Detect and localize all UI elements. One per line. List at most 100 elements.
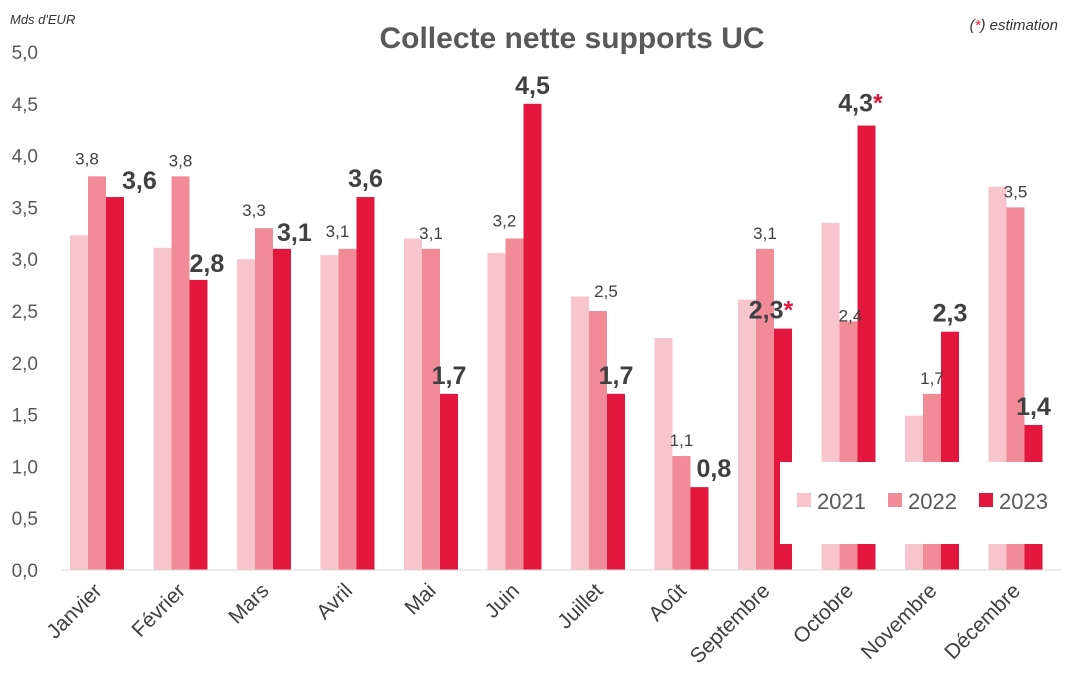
x-tick-label: Janvier — [42, 579, 106, 643]
data-label-2023-value: 1,7 — [599, 362, 634, 390]
legend-label-2023: 2023 — [999, 489, 1048, 514]
y-tick-label: 4,0 — [12, 147, 38, 168]
bar-2023-3 — [356, 197, 375, 571]
data-label-2023: 3,6 — [348, 165, 383, 193]
bar-2021-1 — [153, 247, 172, 570]
data-label-2023-value: 1,7 — [432, 362, 467, 390]
y-axis-ticks: 0,0 0,5 1,0 1,5 2,0 2,5 3,0 3,5 4,0 4,5 5,0 — [12, 43, 38, 582]
bar-2022-4 — [422, 248, 440, 570]
data-label-2023: 4,3* — [838, 90, 883, 118]
chart-title: Collecte nette supports UC — [379, 22, 764, 55]
y-tick-label: 2,0 — [12, 354, 38, 375]
y-tick-label: 1,0 — [12, 457, 38, 478]
data-label-2023: 3,6 — [122, 167, 157, 195]
bar-2023-0 — [106, 197, 124, 571]
bar-2023-2 — [273, 248, 291, 570]
bar-2023-4 — [440, 393, 458, 570]
data-label-2022: 3,8 — [169, 151, 193, 170]
bar-2023-5 — [523, 103, 542, 571]
bar-2022-2 — [255, 228, 273, 570]
legend-label-2022: 2022 — [908, 489, 957, 514]
data-label-2023: 2,8 — [190, 250, 225, 278]
note-star: * — [975, 17, 982, 34]
legend-swatch-2023 — [979, 493, 993, 507]
y-tick-label: 3,0 — [12, 250, 38, 271]
bar-2022-7 — [672, 456, 691, 570]
data-label-2023: 1,4 — [1016, 393, 1051, 421]
bar-2021-2 — [237, 259, 255, 570]
data-label-2023-value: 2,8 — [190, 250, 225, 278]
data-label-2023-value: 4,5 — [515, 72, 550, 100]
estimation-note: (*) estimation — [970, 17, 1058, 34]
data-label-2022: 2,5 — [594, 282, 618, 301]
x-tick-label: Septembre — [686, 579, 775, 668]
data-label-2022: 3,1 — [419, 224, 443, 243]
data-label-2023-value: 0,8 — [697, 455, 732, 483]
data-label-2023-value: 3,1 — [277, 219, 312, 247]
bar-2022-0 — [88, 176, 106, 570]
data-label-2022: 3,1 — [753, 224, 777, 243]
bar-2021-4 — [404, 238, 422, 571]
x-tick-label: Février — [128, 579, 190, 641]
y-tick-label: 3,5 — [12, 198, 38, 219]
y-tick-label: 0,0 — [12, 561, 38, 582]
data-labels-layer: 3,8 3,8 3,3 3,1 3,1 3,2 2,5 1,1 3,1 2,4 1,7 3,5 3,6 2… — [75, 72, 1051, 483]
bar-2023-9 — [857, 125, 876, 570]
data-label-2022: 3,3 — [242, 201, 266, 220]
data-label-2023: 3,1 — [277, 219, 312, 247]
data-label-2022: 1,1 — [670, 431, 694, 450]
bar-2021-5 — [487, 252, 506, 570]
y-tick-label: 5,0 — [12, 43, 38, 64]
bar-2022-5 — [505, 238, 524, 571]
data-label-2023: 2,3 — [933, 300, 968, 328]
x-tick-label: Avril — [312, 579, 357, 624]
data-label-2023: 4,5 — [515, 72, 550, 100]
bar-2022-8 — [756, 248, 774, 570]
legend-label-2021: 2021 — [817, 489, 866, 514]
x-tick-label: Novembre — [857, 579, 942, 664]
y-tick-label: 4,5 — [12, 95, 38, 116]
legend: 2021 2022 2023 — [780, 462, 1062, 544]
data-label-2023-value: 3,6 — [348, 165, 383, 193]
note-close-paren: ) — [978, 17, 985, 34]
x-axis-ticks: Janvier Février Mars Avril Mai Juin Juillet Aoû… — [42, 579, 1025, 668]
data-label-2023-value: 4,3 — [838, 90, 873, 118]
data-label-2022: 3,5 — [1004, 182, 1028, 201]
data-label-2023: 1,7 — [432, 362, 467, 390]
y-tick-label: 0,5 — [12, 509, 38, 530]
bar-2023-1 — [189, 279, 208, 570]
estimation-star: * — [873, 90, 883, 118]
bar-2022-6 — [589, 311, 607, 570]
note-text: estimation — [985, 17, 1058, 34]
bar-2021-3 — [320, 255, 339, 570]
x-tick-label: Juin — [481, 579, 525, 623]
data-label-2023-value: 2,3 — [933, 300, 968, 328]
bar-2021-8 — [738, 299, 756, 570]
data-label-2023: 2,3* — [749, 297, 794, 325]
x-tick-label: Décembre — [940, 579, 1025, 664]
y-tick-label: 1,5 — [12, 406, 38, 427]
legend-background — [780, 462, 1062, 544]
x-tick-label: Mai — [400, 579, 440, 619]
x-tick-label: Juillet — [553, 579, 607, 633]
bar-2023-6 — [607, 393, 625, 570]
data-label-2022: 1,7 — [920, 369, 944, 388]
data-label-2023-value: 1,4 — [1016, 393, 1051, 421]
y-tick-label: 2,5 — [12, 302, 38, 323]
x-tick-label: Mars — [224, 579, 273, 628]
note-open-paren: ( — [970, 17, 977, 34]
bar-2021-0 — [70, 235, 88, 570]
data-label-2022: 3,2 — [493, 211, 517, 230]
data-label-2022: 3,1 — [326, 222, 350, 241]
bar-2022-1 — [171, 176, 190, 570]
legend-swatch-2022 — [888, 493, 902, 507]
data-label-2023-value: 3,6 — [122, 167, 157, 195]
data-label-2022: 3,8 — [75, 149, 99, 168]
bar-2023-7 — [690, 487, 709, 570]
estimation-star: * — [784, 297, 794, 325]
data-label-2023: 0,8 — [697, 455, 732, 483]
data-label-2023-value: 2,3 — [749, 297, 784, 325]
data-label-2022: 2,4 — [839, 306, 863, 325]
bar-2021-6 — [571, 296, 589, 570]
